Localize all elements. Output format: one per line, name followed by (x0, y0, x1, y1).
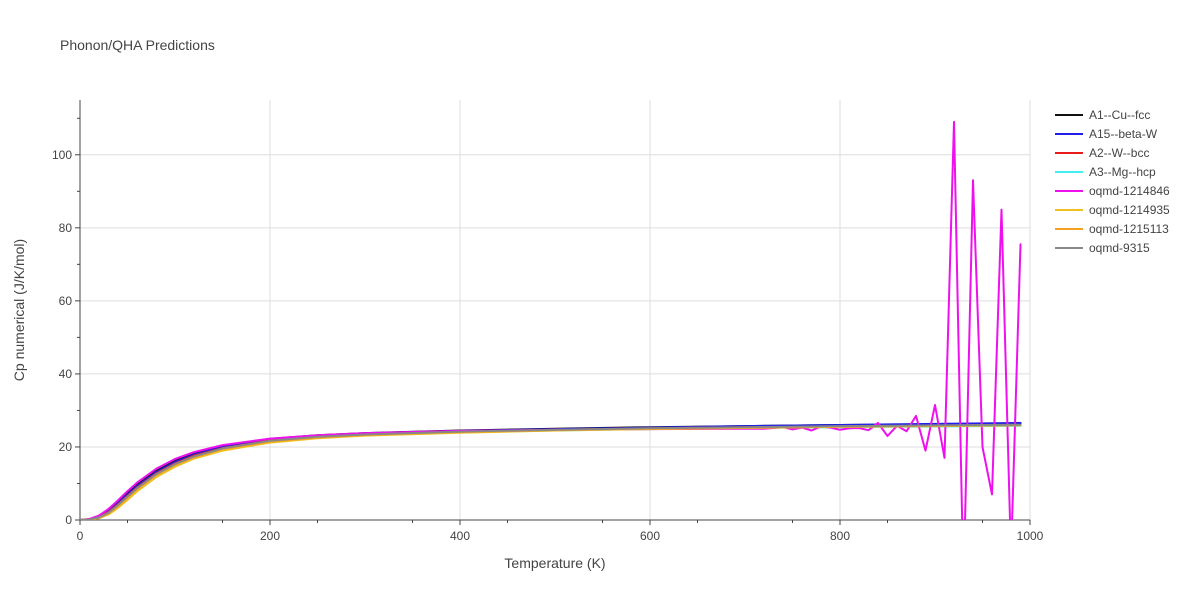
legend-label: oqmd-1214846 (1089, 184, 1170, 198)
legend-label: A2--W--bcc (1089, 146, 1149, 160)
axes (79, 100, 1030, 521)
y-axis-title: Cp numerical (J/K/mol) (11, 239, 27, 381)
series-line-A1--Cu--fcc (80, 422, 1022, 520)
legend-label: A15--beta-W (1089, 127, 1158, 141)
series-line-A2--W--bcc (80, 424, 1022, 520)
x-axis-title: Temperature (K) (504, 555, 605, 571)
y-tick-label: 100 (52, 148, 72, 162)
series-line-A15--beta-W (80, 421, 1022, 520)
x-tick-label: 0 (77, 529, 84, 543)
legend-item[interactable]: oqmd-1214846 (1055, 184, 1170, 198)
legend[interactable]: A1--Cu--fcc A15--beta-W A2--W--bcc A3--Mg--… (1055, 108, 1170, 255)
x-tick-label: 400 (450, 529, 470, 543)
legend-item[interactable]: A2--W--bcc (1055, 146, 1149, 160)
legend-item[interactable]: A15--beta-W (1055, 127, 1158, 141)
legend-label: A3--Mg--hcp (1089, 165, 1156, 179)
y-tick-label: 40 (59, 367, 73, 381)
y-tick-label: 80 (59, 221, 73, 235)
legend-label: A1--Cu--fcc (1089, 108, 1150, 122)
legend-label: oqmd-9315 (1089, 241, 1150, 255)
y-tick-label: 20 (59, 440, 73, 454)
legend-item[interactable]: A1--Cu--fcc (1055, 108, 1150, 122)
legend-item[interactable]: A3--Mg--hcp (1055, 165, 1156, 179)
y-tick-label: 60 (59, 294, 73, 308)
legend-item[interactable]: oqmd-1215113 (1055, 222, 1169, 236)
x-ticks: 0 200 400 600 800 1000 (77, 520, 1044, 543)
legend-label: oqmd-1215113 (1089, 222, 1169, 236)
x-tick-label: 1000 (1017, 529, 1044, 543)
series-line-oqmd-9315 (80, 423, 1022, 520)
y-ticks: 0 20 40 60 80 100 (52, 117, 80, 527)
series-line-oqmd-1215113 (80, 424, 1022, 520)
series-line-oqmd-1214846 (80, 120, 1022, 520)
series-lines (80, 120, 1022, 520)
x-tick-label: 600 (640, 529, 660, 543)
y-tick-label: 0 (65, 513, 72, 527)
x-tick-label: 200 (260, 529, 280, 543)
legend-label: oqmd-1214935 (1089, 203, 1170, 217)
series-line-oqmd-1214935 (80, 424, 1022, 520)
legend-item[interactable]: oqmd-9315 (1055, 241, 1150, 255)
legend-item[interactable]: oqmd-1214935 (1055, 203, 1170, 217)
series-line-A3--Mg--hcp (80, 424, 1022, 520)
grid (80, 100, 1031, 520)
x-tick-label: 800 (830, 529, 850, 543)
chart-title: Phonon/QHA Predictions (60, 37, 215, 53)
